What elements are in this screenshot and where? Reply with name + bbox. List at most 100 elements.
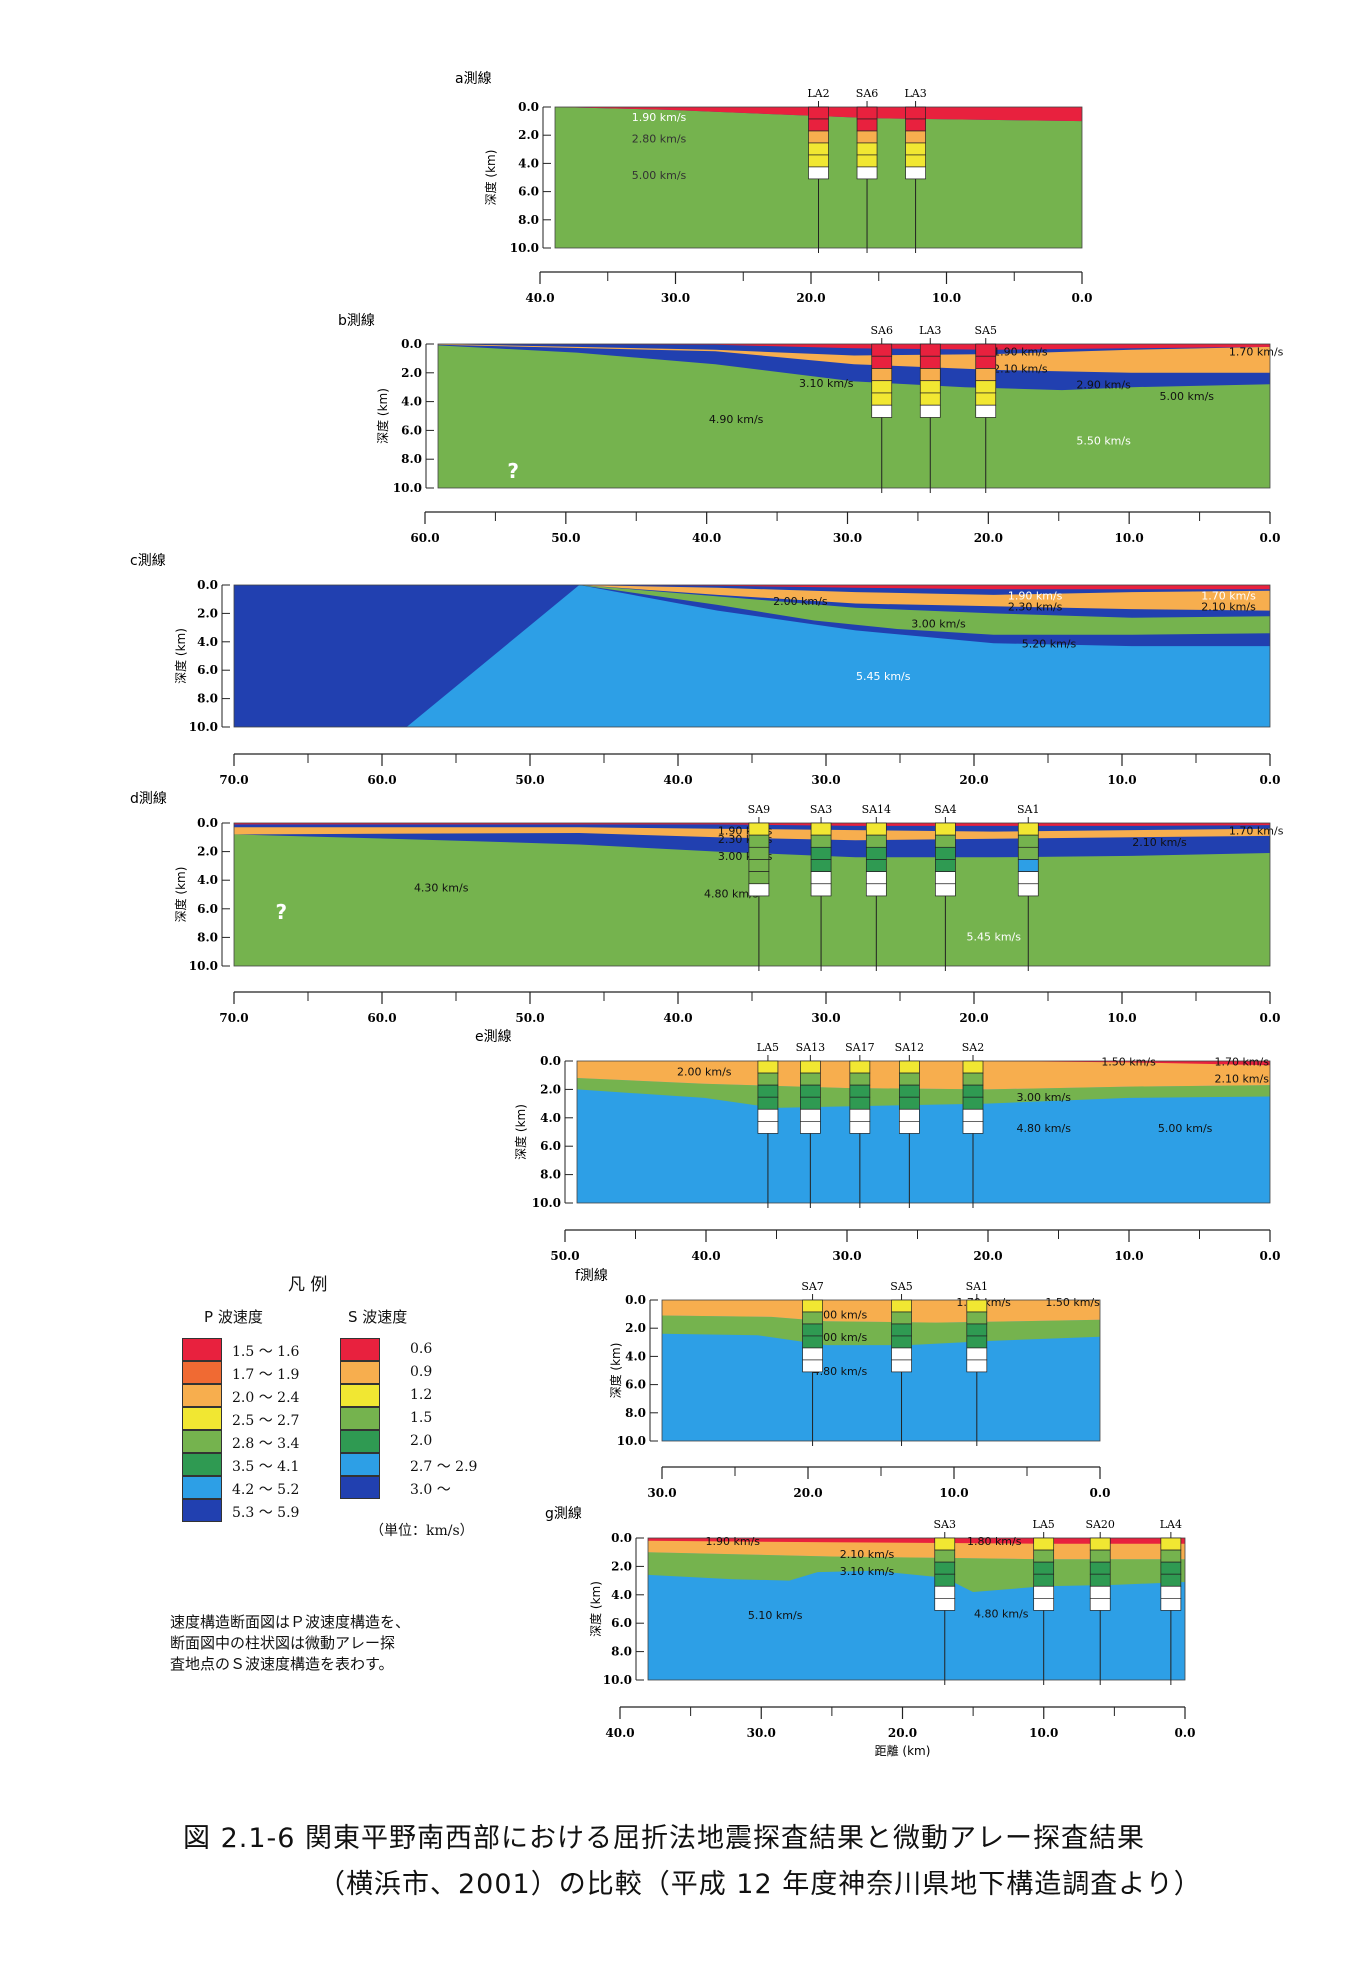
depth-tick-label: 8.0 xyxy=(197,930,218,944)
station-label: SA5 xyxy=(974,324,996,337)
depth-tick-label: 0.0 xyxy=(197,816,218,830)
station-column-segment xyxy=(935,846,956,860)
station-column-segment xyxy=(935,822,956,836)
station-column-segment xyxy=(1160,1549,1182,1563)
station-column-segment xyxy=(962,1108,984,1122)
station-column-segment xyxy=(1033,1537,1055,1551)
station-column-segment xyxy=(748,883,770,897)
station-column-segment xyxy=(865,859,887,872)
velocity-layer xyxy=(987,1061,1270,1066)
station-column-segment xyxy=(871,392,893,406)
depth-tick-label: 8.0 xyxy=(401,452,422,466)
distance-axis-c: 70.0 60.0 50.0 40.0 30.0 20.0 10.0 0.0 xyxy=(219,753,1280,787)
velocity-layer xyxy=(438,345,1270,488)
station-column-segment xyxy=(810,883,832,897)
distance-tick-label: 20.0 xyxy=(888,1726,917,1740)
distance-axis-label: 距離 (km) xyxy=(875,1744,931,1758)
station-column-segment xyxy=(899,1096,920,1110)
distance-tick-label: 30.0 xyxy=(661,291,690,305)
station-column-segment xyxy=(757,1108,779,1122)
depth-tick-label: 0.0 xyxy=(611,1531,632,1545)
station-column-segment xyxy=(865,871,887,885)
station-column-segment xyxy=(810,834,832,848)
station-sa13: SA13 xyxy=(796,1041,825,1208)
distance-tick-label: 0.0 xyxy=(1072,291,1093,305)
station-sa20: SA20 xyxy=(1085,1518,1115,1685)
legend-p-swatch xyxy=(182,1499,222,1522)
distance-axis-b: 60.0 50.0 40.0 30.0 20.0 10.0 0.0 xyxy=(410,511,1280,545)
depth-tick-label: 4.0 xyxy=(197,635,218,649)
station-column-segment xyxy=(849,1072,871,1086)
layer-velocity-label: 3.00 km/s xyxy=(813,1331,868,1344)
layer-velocity-label: 1.50 km/s xyxy=(1101,1055,1156,1068)
distance-tick-label: 20.0 xyxy=(974,531,1003,545)
distance-tick-label: 60.0 xyxy=(367,1011,396,1025)
panel-title: f測線 xyxy=(575,1268,608,1284)
distance-axis-g: 40.0 30.0 20.0 10.0 0.0 距離 (km) xyxy=(605,1706,1195,1758)
station-column-segment xyxy=(919,343,941,357)
station-column-segment xyxy=(1089,1549,1111,1563)
layer-velocity-label: 1.90 km/s xyxy=(993,345,1048,358)
station-column-segment xyxy=(871,355,893,369)
station-column-segment xyxy=(1017,846,1039,860)
legend-s-swatch xyxy=(340,1338,380,1361)
station-column-segment xyxy=(802,1359,823,1373)
station-column-segment xyxy=(934,1537,956,1551)
distance-tick-label: 70.0 xyxy=(219,773,248,787)
station-column-segment xyxy=(919,380,941,394)
layer-velocity-label: 5.00 km/s xyxy=(1160,390,1215,403)
distance-tick-label: 70.0 xyxy=(219,1011,248,1025)
station-column-segment xyxy=(757,1120,779,1134)
station-column-segment xyxy=(905,106,926,120)
station-sa12: SA12 xyxy=(895,1041,924,1208)
panel-b: ? 1.90 km/s 1.70 km/s 2.10 km/s 3.10 km/s 2.9… xyxy=(338,313,1284,545)
station-column-segment xyxy=(849,1084,871,1098)
station-column-segment xyxy=(966,1359,988,1373)
distance-tick-label: 20.0 xyxy=(793,1486,822,1500)
layer-velocity-label: 1.80 km/s xyxy=(967,1535,1022,1548)
depth-tick-label: 0.0 xyxy=(540,1054,561,1068)
panel-f-layers xyxy=(662,1300,1100,1441)
depth-tick-label: 2.0 xyxy=(625,1321,646,1335)
station-column-segment xyxy=(1033,1561,1055,1575)
layer-velocity-label: 3.00 km/s xyxy=(911,618,966,631)
distance-tick-label: 20.0 xyxy=(959,1011,988,1025)
depth-tick-label: 8.0 xyxy=(197,692,218,706)
station-column-segment xyxy=(865,834,887,848)
figure-caption-line1: 図 2.1-6 関東平野南西部における屈折法地震探査結果と微動アレー探査結果 xyxy=(183,1823,1146,1854)
velocity-layer xyxy=(577,1078,1270,1108)
depth-tick-label: 4.0 xyxy=(611,1588,632,1602)
legend-s-swatch xyxy=(340,1361,380,1384)
station-column-segment xyxy=(899,1060,920,1074)
station-la3: LA3 xyxy=(904,87,927,253)
station-column-segment xyxy=(810,822,832,836)
distance-tick-label: 40.0 xyxy=(663,773,692,787)
depth-tick-label: 6.0 xyxy=(197,902,218,916)
legend-s-swatch xyxy=(340,1453,380,1476)
station-column-segment xyxy=(962,1120,984,1134)
station-column-segment xyxy=(905,142,926,156)
depth-axis-label: 深度 (km) xyxy=(173,867,188,923)
station-label: SA7 xyxy=(801,1280,823,1293)
panel-frame xyxy=(576,1060,1271,1204)
depth-tick-label: 4.0 xyxy=(197,873,218,887)
station-column-segment xyxy=(962,1072,984,1086)
distance-tick-label: 0.0 xyxy=(1260,1249,1281,1263)
station-column-segment xyxy=(849,1060,871,1074)
legend-s-label: 1.2 xyxy=(410,1387,433,1403)
depth-tick-label: 4.0 xyxy=(401,395,422,409)
station-column-segment xyxy=(856,118,878,132)
layer-velocity-label: 4.90 km/s xyxy=(709,413,764,426)
panel-d-layers xyxy=(234,823,1270,966)
station-column-segment xyxy=(856,106,878,120)
station-column-segment xyxy=(871,368,893,382)
station-column-segment xyxy=(966,1311,988,1325)
depth-tick-label: 8.0 xyxy=(625,1406,646,1420)
station-column-segment xyxy=(934,1561,956,1575)
distance-tick-label: 20.0 xyxy=(796,291,825,305)
panel-title: b測線 xyxy=(338,313,375,329)
station-label: LA3 xyxy=(904,87,926,100)
panel-c-layers xyxy=(234,585,1270,727)
depth-tick-label: 0.0 xyxy=(401,337,422,351)
